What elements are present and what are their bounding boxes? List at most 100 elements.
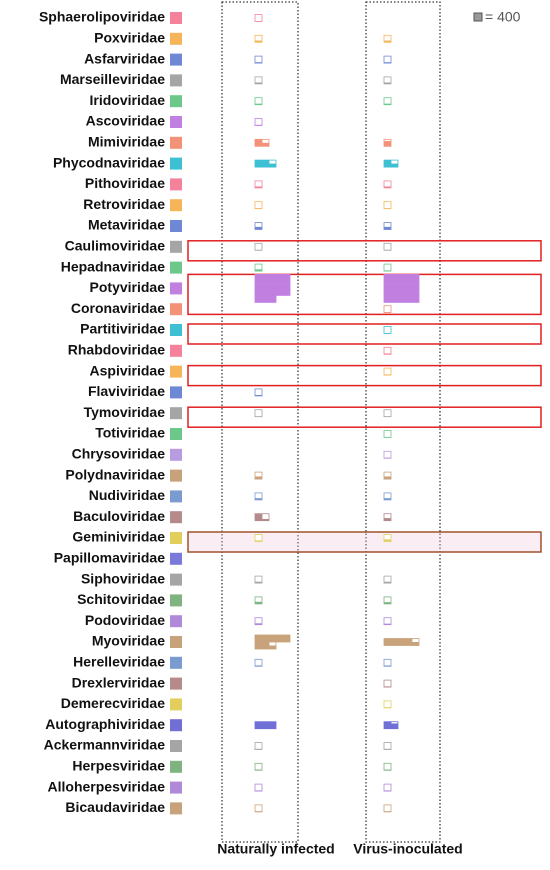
- waffle-fill: [405, 274, 412, 281]
- waffle-fill: [384, 722, 391, 729]
- category-label: Bicaudaviridae: [65, 799, 165, 815]
- category-label: Alloherpesviridae: [48, 778, 166, 794]
- waffle-fill: [384, 686, 391, 687]
- waffle-fill: [255, 635, 262, 642]
- waffle-fill: [412, 281, 419, 288]
- waffle-fill: [384, 295, 391, 302]
- waffle-fill: [269, 646, 276, 650]
- waffle-cell: [255, 15, 262, 22]
- waffle-cell: [384, 743, 391, 750]
- category-swatch: [170, 428, 182, 440]
- waffle-fill: [391, 295, 398, 302]
- waffle-fill: [384, 250, 391, 251]
- category-label: Rhabdoviridae: [68, 342, 165, 358]
- waffle-fill: [384, 458, 391, 459]
- category-swatch: [170, 12, 182, 24]
- category-label: Schitoviridae: [77, 591, 165, 607]
- waffle-fill: [384, 270, 391, 271]
- waffle-fill: [384, 602, 391, 604]
- category-label: Nudiviridae: [89, 487, 165, 503]
- waffle-cell: [255, 659, 262, 666]
- waffle-fill: [384, 141, 391, 146]
- waffle-fill: [391, 288, 398, 295]
- waffle-fill: [262, 642, 269, 649]
- waffle-fill: [384, 476, 391, 479]
- waffle-fill: [384, 104, 391, 105]
- waffle-cell: [255, 763, 262, 770]
- waffle-fill: [283, 635, 290, 642]
- waffle-fill: [255, 125, 262, 126]
- waffle-fill: [384, 62, 391, 63]
- category-label: Ackermannviridae: [44, 737, 166, 753]
- waffle-fill: [255, 295, 262, 302]
- category-swatch: [170, 137, 182, 149]
- waffle-cell: [255, 410, 262, 417]
- category-swatch: [170, 782, 182, 794]
- category-swatch: [170, 282, 182, 294]
- waffle-fill: [269, 288, 276, 295]
- category-swatch: [170, 532, 182, 544]
- waffle-fill: [255, 62, 262, 63]
- category-swatch: [170, 386, 182, 398]
- highlight-box: [188, 366, 541, 386]
- waffle-fill: [262, 160, 269, 167]
- category-swatch: [170, 54, 182, 66]
- waffle-fill: [384, 187, 391, 188]
- waffle-fill: [384, 498, 391, 500]
- category-swatch: [170, 740, 182, 752]
- legend-label: = 400: [485, 9, 521, 25]
- waffle-fill: [255, 104, 262, 105]
- waffle-cell: [255, 98, 262, 105]
- waffle-fill: [276, 281, 283, 288]
- category-swatch: [170, 407, 182, 419]
- waffle-fill: [384, 539, 391, 541]
- waffle-fill: [255, 602, 262, 604]
- waffle-cell: [255, 389, 262, 396]
- waffle-fill: [262, 635, 269, 642]
- waffle-fill: [391, 274, 398, 281]
- waffle-fill: [384, 353, 391, 354]
- waffle-fill: [412, 642, 419, 646]
- category-swatch: [170, 574, 182, 586]
- category-label: Hepadnaviridae: [61, 258, 165, 274]
- waffle-fill: [391, 723, 398, 728]
- category-label: Podoviridae: [85, 612, 165, 628]
- waffle-fill: [384, 437, 391, 438]
- category-swatch: [170, 116, 182, 128]
- waffle-cell: [384, 784, 391, 791]
- waffle-fill: [269, 274, 276, 281]
- waffle-fill: [384, 518, 391, 521]
- waffle-fill: [384, 707, 391, 708]
- category-swatch: [170, 178, 182, 190]
- category-label: Papillomaviridae: [54, 550, 165, 566]
- waffle-fill: [255, 790, 262, 791]
- waffle-fill: [255, 582, 262, 583]
- waffle-cell: [384, 368, 391, 375]
- waffle-cell: [384, 763, 391, 770]
- waffle-fill: [276, 274, 283, 281]
- waffle-fill: [283, 274, 290, 281]
- waffle-fill: [398, 295, 405, 302]
- waffle-fill: [262, 281, 269, 288]
- waffle-cell: [384, 701, 391, 708]
- waffle-fill: [255, 395, 262, 396]
- category-swatch: [170, 719, 182, 731]
- waffle-fill: [391, 164, 398, 168]
- waffle-cell: [255, 743, 262, 750]
- category-swatch: [170, 698, 182, 710]
- waffle-fill: [384, 790, 391, 791]
- waffle-cell: [384, 56, 391, 63]
- highlight-box: [188, 241, 541, 261]
- waffle-fill: [405, 295, 412, 302]
- waffle-cell: [255, 805, 262, 812]
- waffle-fill: [398, 274, 405, 281]
- waffle-fill: [398, 288, 405, 295]
- waffle-fill: [269, 722, 276, 729]
- category-label: Sphaerolipoviridae: [39, 9, 165, 25]
- waffle-cell: [384, 306, 391, 313]
- waffle-cell: [384, 347, 391, 354]
- waffle-fill: [262, 295, 269, 302]
- category-swatch: [170, 33, 182, 45]
- waffle-fill: [255, 665, 262, 666]
- category-label: Polydnaviridae: [65, 466, 165, 482]
